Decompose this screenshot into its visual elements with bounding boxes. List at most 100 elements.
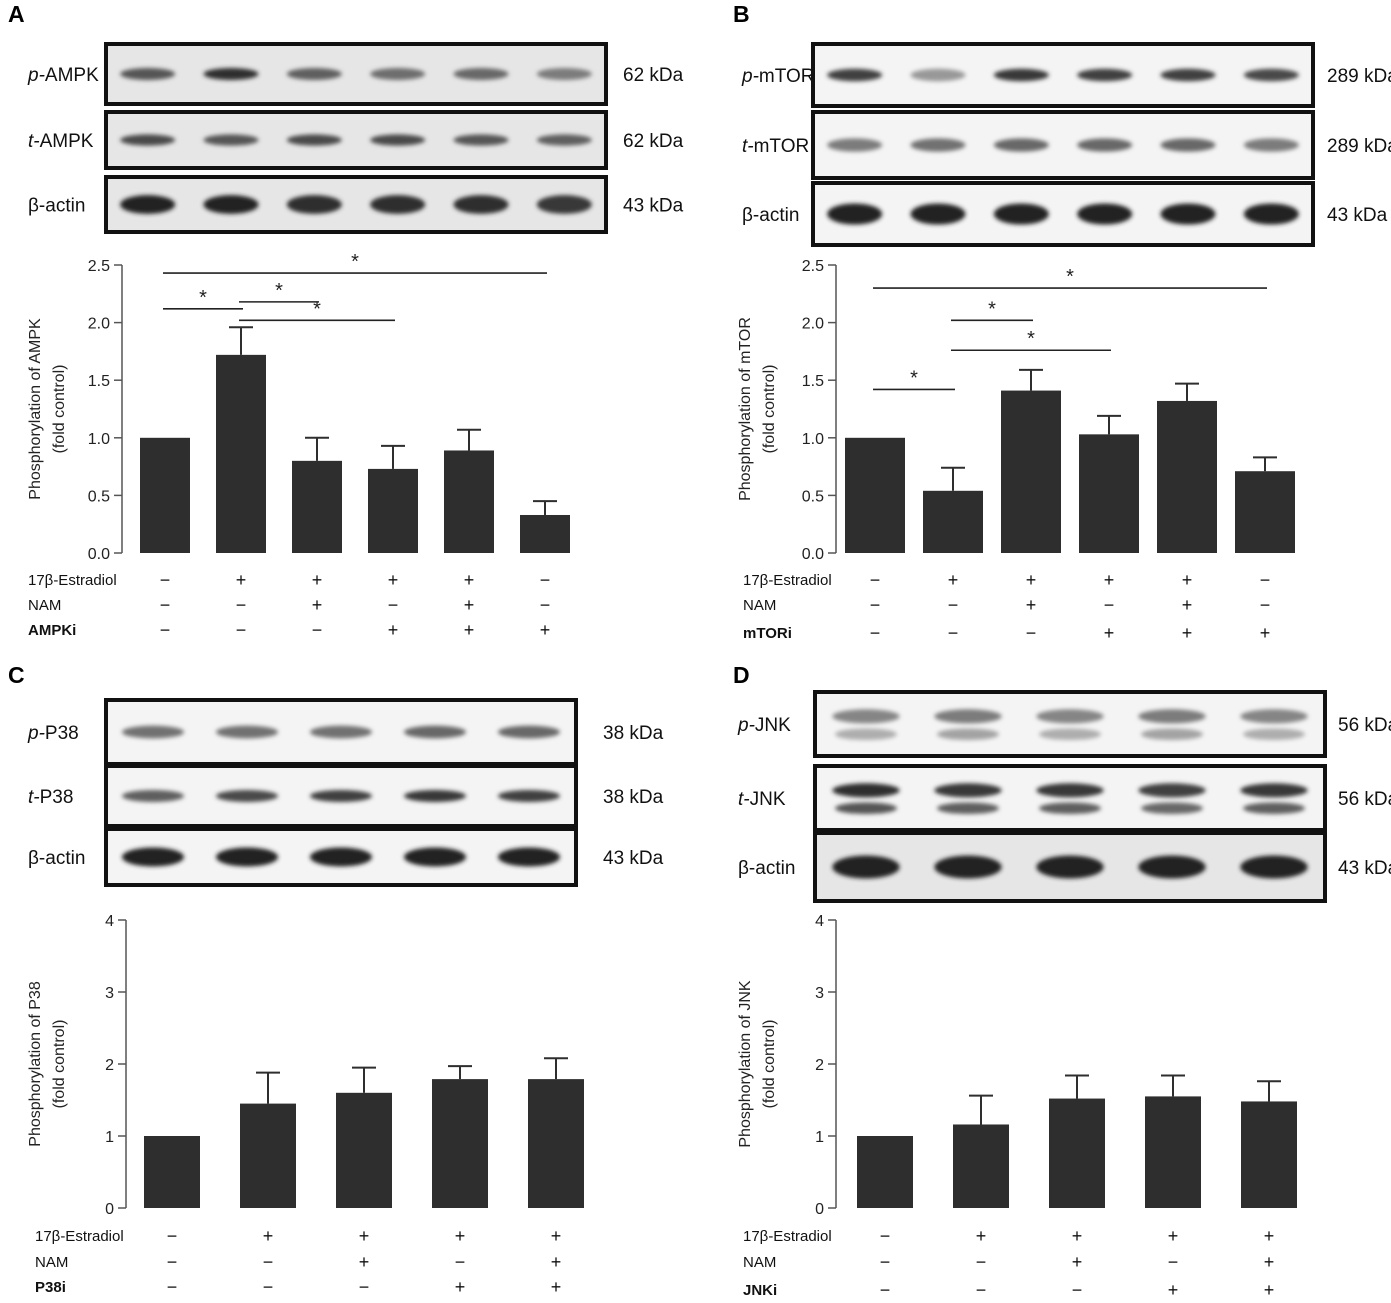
blot-kda-label: 43 kDa [1327,205,1388,226]
y-tick-label: 0.0 [88,546,110,563]
blot-band [286,134,342,146]
significance-marker: * [910,367,918,389]
significance-marker: * [351,251,359,273]
blot-band [1077,138,1133,152]
blot-band [827,203,883,225]
blot-row: t-P38 38 kDa [28,764,664,828]
condition-sign: + [551,1226,562,1246]
y-tick-label: 2.0 [802,316,824,333]
blot-frame [813,764,1327,832]
blot-band [403,847,467,867]
bar [292,460,342,553]
bar [444,450,494,553]
blot-band [403,725,467,739]
significance-marker: * [1027,328,1035,350]
condition-sign: − [236,620,247,640]
bar [140,437,190,553]
y-tick-label: 2.5 [802,258,824,275]
condition-sign: − [870,595,881,615]
blot-row: p-P38 38 kDa [27,698,664,766]
condition-name: 17β-Estradiol [743,572,832,589]
condition-sign: + [1104,623,1115,643]
y-tick-label: 3 [105,985,114,1002]
y-axis-label-unit: (fold control) [51,365,68,454]
blot-band [453,195,509,214]
condition-sign: + [455,1277,466,1297]
blot-row: p-mTOR 289 kDa [741,42,1391,108]
significance-bracket: * [239,298,395,322]
blot-band [993,68,1049,82]
condition-sign: + [455,1226,466,1246]
condition-sign: + [976,1226,987,1246]
blot-band [370,68,426,80]
blot-band [203,195,259,214]
blot-band [1039,728,1101,740]
bar [368,468,418,553]
bar [1145,1096,1201,1208]
condition-sign: − [948,623,959,643]
condition-sign: − [870,570,881,590]
condition-sign: + [1182,570,1193,590]
condition-name: NAM [743,1254,776,1271]
y-tick-label: 2 [815,1057,824,1074]
condition-sign: − [167,1277,178,1297]
condition-name: P38i [35,1279,66,1296]
panel-label: B [733,1,750,27]
condition-name: JNKi [743,1282,777,1299]
blot-row: β-actin 43 kDa [28,175,684,234]
blot-band [286,68,342,80]
blot-band [1243,728,1305,740]
blot-frame [813,690,1327,758]
bar [336,1092,392,1208]
condition-sign: + [551,1252,562,1272]
bar [1079,434,1139,553]
blot-frame [104,42,608,106]
blot-kda-label: 62 kDa [623,65,684,86]
condition-sign: + [236,570,247,590]
blot-kda-label: 43 kDa [1338,858,1391,879]
condition-name: NAM [743,597,776,614]
blot-protein-label: β-actin [28,196,85,217]
blot-band [1077,203,1133,225]
condition-sign: − [1026,623,1037,643]
y-axis-label: Phosphorylation of JNK [737,980,754,1148]
condition-sign: + [263,1226,274,1246]
bar [1157,400,1217,553]
y-tick-label: 4 [815,913,824,930]
significance-bracket: * [873,367,955,391]
condition-sign: − [540,570,551,590]
condition-sign: + [1026,595,1037,615]
condition-sign: − [263,1252,274,1272]
blot-band [497,790,561,802]
blot-frame [104,175,608,234]
panel-A: Ap-AMPK 62 kDa t-AMPK 62 kDa β-actin 43 kDa 0.… [8,1,684,640]
blot-kda-label: 43 kDa [623,196,684,217]
blot-protein-label: t-P38 [28,787,73,808]
blot-band [993,203,1049,225]
condition-sign: + [359,1252,370,1272]
y-axis-label: Phosphorylation of P38 [27,981,44,1147]
bar-chart: 0.0 0.5 1.0 1.5 2.0 2.5 Phosphorylation of AMP… [27,251,570,563]
condition-sign: + [464,595,475,615]
blot-kda-label: 289 kDa [1327,66,1391,87]
y-tick-label: 0 [815,1201,824,1218]
blot-band [1240,783,1308,798]
condition-sign: + [1264,1252,1275,1272]
bar [520,514,570,553]
y-tick-label: 4 [105,913,114,930]
blot-band [993,138,1049,152]
significance-marker: * [988,298,996,320]
condition-name: NAM [28,597,61,614]
blot-band [403,790,467,802]
blot-protein-label: t-AMPK [28,131,94,152]
condition-sign: + [551,1277,562,1297]
blot-band [120,195,176,214]
condition-sign: + [540,620,551,640]
blot-band [1141,728,1203,740]
y-axis-label-unit: (fold control) [761,1020,778,1109]
significance-bracket: * [163,287,243,310]
bar [953,1124,1009,1208]
blot-band [203,134,259,146]
bar [216,354,266,553]
